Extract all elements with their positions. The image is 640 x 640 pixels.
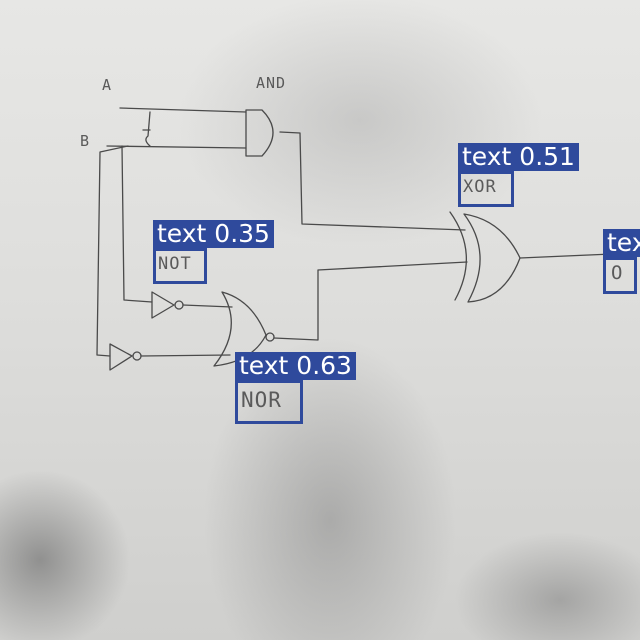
detection-box-not: [153, 248, 207, 284]
xor-gate: [463, 213, 521, 303]
wire-and-out: [279, 131, 466, 231]
not-gate-1: [151, 291, 175, 319]
wire-xor-out: [519, 253, 613, 259]
not-gate-2: [109, 343, 133, 371]
wire-b: [106, 145, 247, 149]
nor-bubble: [265, 332, 275, 342]
wire-jumper: [145, 111, 151, 147]
wire-nor-out: [273, 261, 468, 341]
label-and-gate: AND: [256, 74, 287, 92]
detection-score: 0.35: [214, 220, 270, 248]
detection-label-output: text: [603, 229, 640, 257]
detection-class: text: [607, 229, 640, 257]
wire-b-bus-1: [121, 145, 153, 303]
detection-class: text: [239, 352, 289, 380]
detection-class: text: [157, 220, 207, 248]
detection-score: 0.63: [296, 352, 352, 380]
and-gate: [245, 109, 274, 157]
detection-label-xor: text 0.51: [458, 143, 579, 171]
xor-back-arc: [449, 211, 467, 301]
handwritten-output: O: [611, 262, 624, 284]
wire-a: [119, 107, 247, 113]
label-input-b: B: [80, 132, 91, 150]
detection-class: text: [462, 143, 512, 171]
detection-box-xor: [458, 171, 514, 207]
not-bubble-2: [132, 351, 142, 361]
detection-label-not: text 0.35: [153, 220, 274, 248]
handwritten-xor: XOR: [463, 177, 497, 197]
not-bubble-1: [174, 300, 184, 310]
detection-box-nor: [235, 380, 303, 424]
detection-label-nor: text 0.63: [235, 352, 356, 380]
detection-score: 0.51: [519, 143, 575, 171]
label-input-a: A: [102, 76, 113, 94]
handwritten-nor: NOR: [241, 388, 282, 412]
handwritten-not: NOT: [158, 254, 192, 274]
wire-b-bus-2: [96, 145, 129, 357]
detection-box-output: [603, 257, 637, 294]
